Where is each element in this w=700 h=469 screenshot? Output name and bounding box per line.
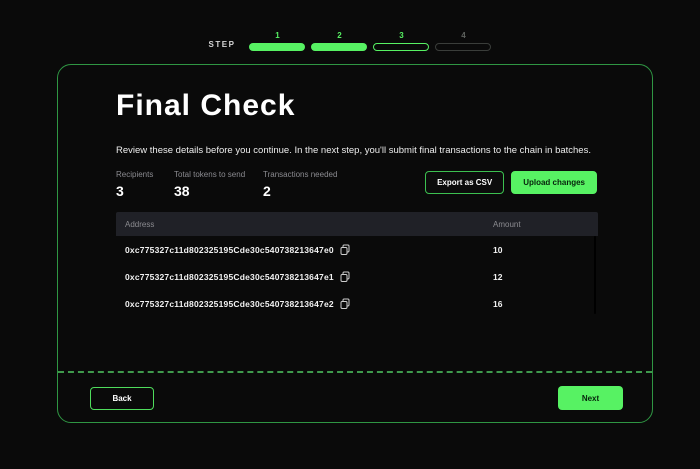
table-header: Address Amount bbox=[116, 212, 598, 236]
final-check-panel: Final Check Review these details before … bbox=[57, 64, 653, 423]
stepper-step-1-bar bbox=[249, 43, 306, 51]
stat-recipients: Recipients 3 bbox=[116, 170, 174, 199]
table-row: 0xc775327c11d802325195Cde30c540738213647… bbox=[116, 236, 598, 263]
page-title: Final Check bbox=[116, 89, 296, 122]
address-text: 0xc775327c11d802325195Cde30c540738213647… bbox=[125, 298, 334, 309]
column-header-amount: Amount bbox=[493, 219, 521, 229]
stepper-step-1[interactable]: 1 bbox=[249, 31, 306, 51]
back-button[interactable]: Back bbox=[90, 387, 154, 410]
address-cell: 0xc775327c11d802325195Cde30c540738213647… bbox=[116, 298, 493, 309]
stat-transactions-label: Transactions needed bbox=[263, 170, 338, 179]
stat-total-tokens-value: 38 bbox=[174, 183, 190, 199]
stat-total-tokens: Total tokens to send 38 bbox=[174, 170, 263, 199]
address-text: 0xc775327c11d802325195Cde30c540738213647… bbox=[125, 244, 334, 255]
table-row: 0xc775327c11d802325195Cde30c540738213647… bbox=[116, 290, 598, 317]
stepper-step-2[interactable]: 2 bbox=[311, 31, 368, 51]
stepper-step-1-number: 1 bbox=[275, 31, 280, 40]
stepper: STEP 1 2 3 4 bbox=[0, 31, 700, 51]
stepper-step-4-bar bbox=[435, 43, 492, 51]
address-text: 0xc775327c11d802325195Cde30c540738213647… bbox=[125, 271, 334, 282]
stepper-step-3-bar bbox=[373, 43, 430, 51]
stat-transactions: Transactions needed 2 bbox=[263, 170, 337, 199]
stepper-step-3-number: 3 bbox=[399, 31, 404, 40]
next-button[interactable]: Next bbox=[558, 386, 623, 410]
table-scrollbar[interactable] bbox=[594, 236, 596, 314]
amount-cell: 12 bbox=[493, 271, 503, 282]
table-row: 0xc775327c11d802325195Cde30c540738213647… bbox=[116, 263, 598, 290]
recipients-table: Address Amount 0xc775327c11d802325195Cde… bbox=[116, 212, 598, 317]
stat-total-tokens-label: Total tokens to send bbox=[174, 170, 246, 179]
export-csv-button[interactable]: Export as CSV bbox=[425, 171, 505, 194]
stepper-step-4[interactable]: 4 bbox=[435, 31, 492, 51]
upload-changes-button[interactable]: Upload changes bbox=[511, 171, 597, 194]
amount-cell: 16 bbox=[493, 298, 503, 309]
address-cell: 0xc775327c11d802325195Cde30c540738213647… bbox=[116, 244, 493, 255]
stepper-step-2-number: 2 bbox=[337, 31, 342, 40]
address-cell: 0xc775327c11d802325195Cde30c540738213647… bbox=[116, 271, 493, 282]
copy-icon[interactable] bbox=[340, 271, 350, 282]
actions-row: Export as CSV Upload changes bbox=[425, 171, 597, 194]
stepper-step-3[interactable]: 3 bbox=[373, 31, 430, 51]
stepper-step-2-bar bbox=[311, 43, 368, 51]
stats-row: Recipients 3 Total tokens to send 38 Tra… bbox=[116, 170, 367, 199]
amount-cell: 10 bbox=[493, 244, 503, 255]
copy-icon[interactable] bbox=[340, 298, 350, 309]
stat-transactions-value: 2 bbox=[263, 183, 271, 199]
stat-recipients-value: 3 bbox=[116, 183, 124, 199]
description-text: Review these details before you continue… bbox=[116, 145, 591, 156]
stepper-label: STEP bbox=[208, 40, 236, 49]
copy-icon[interactable] bbox=[340, 244, 350, 255]
dashed-divider bbox=[58, 371, 652, 373]
stat-recipients-label: Recipients bbox=[116, 170, 154, 179]
stepper-step-4-number: 4 bbox=[461, 31, 466, 40]
column-header-address: Address bbox=[125, 219, 155, 229]
